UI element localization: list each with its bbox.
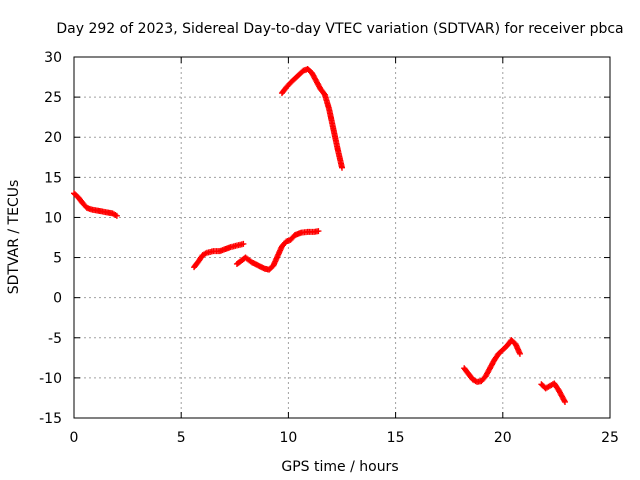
data-point	[113, 212, 120, 219]
y-tick-label: 20	[44, 130, 62, 146]
y-tick-label: 10	[44, 210, 62, 226]
axis-ticks: 0 5 10 15 20 25 -15 -10 -5 0 5 10 15 20 25 30	[39, 50, 619, 446]
grid-lines	[74, 57, 610, 418]
x-tick-label: 10	[279, 430, 297, 446]
data-point	[240, 240, 247, 247]
x-tick-label: 25	[601, 430, 619, 446]
series-seg4	[278, 66, 345, 171]
y-axis-label: SDTVAR / TECUs	[6, 180, 22, 295]
y-tick-label: 30	[44, 50, 62, 66]
plot-area-frame	[73, 56, 611, 419]
y-tick-label: -5	[48, 331, 62, 347]
series-seg1	[71, 190, 120, 219]
data-point	[561, 398, 568, 405]
series-seg2	[191, 240, 247, 271]
data-point	[516, 350, 523, 357]
x-axis-label: GPS time / hours	[281, 459, 398, 475]
y-tick-label: 15	[44, 170, 62, 186]
x-tick-label: 0	[70, 430, 79, 446]
series-seg3	[233, 228, 322, 273]
y-tick-label: 25	[44, 90, 62, 106]
x-tick-label: 5	[177, 430, 186, 446]
data-series	[71, 66, 568, 405]
x-tick-label: 20	[494, 430, 512, 446]
y-tick-label: 0	[53, 291, 62, 307]
y-tick-label: 5	[53, 251, 62, 267]
x-tick-label: 15	[387, 430, 405, 446]
chart-title: Day 292 of 2023, Sidereal Day-to-day VTE…	[56, 21, 623, 37]
data-point	[315, 228, 322, 235]
data-point	[339, 164, 345, 171]
y-tick-label: -15	[39, 411, 62, 427]
y-tick-label: -10	[39, 371, 62, 387]
series-seg6	[538, 380, 568, 405]
series-seg5	[461, 337, 523, 385]
